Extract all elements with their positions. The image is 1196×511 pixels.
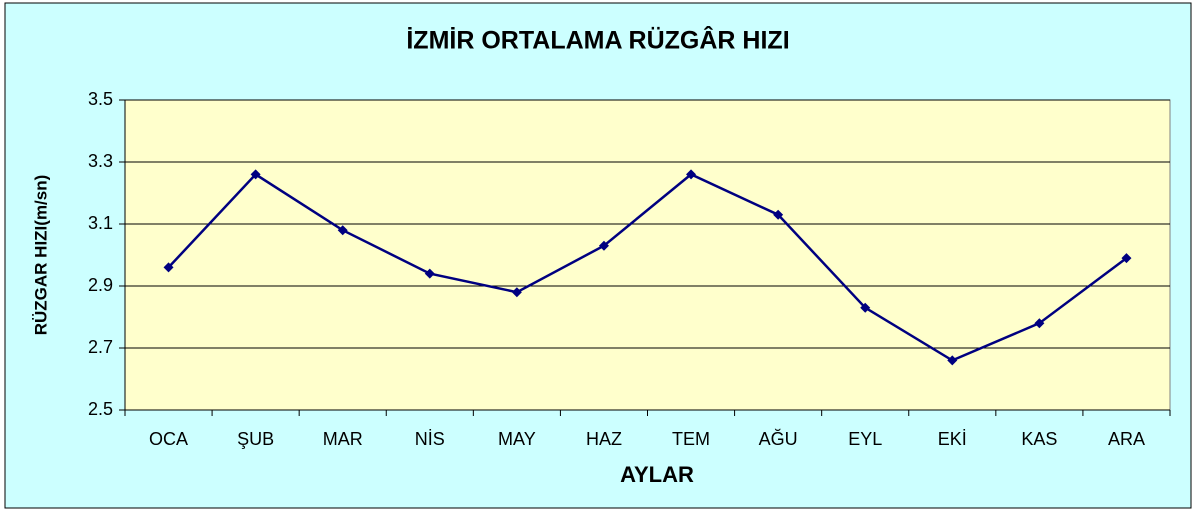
x-tick-label: MAY (498, 429, 536, 449)
data-point (773, 209, 784, 220)
x-tick-label: OCA (149, 429, 188, 449)
x-tick-label: EKİ (938, 429, 967, 449)
y-tick-label: 3.5 (88, 89, 113, 109)
y-tick-label: 2.5 (88, 399, 113, 419)
y-tick-label: 2.9 (88, 275, 113, 295)
data-point (511, 287, 522, 298)
plot-area (124, 99, 1171, 411)
x-tick-label: NİS (415, 429, 445, 449)
data-point (947, 355, 958, 366)
data-point (598, 240, 609, 251)
y-tick-label: 2.7 (88, 337, 113, 357)
data-point (250, 169, 261, 180)
x-tick-label: MAR (323, 429, 363, 449)
y-tick-label: 3.3 (88, 151, 113, 171)
x-tick-label: TEM (672, 429, 710, 449)
data-point (860, 302, 871, 313)
data-point (1034, 318, 1045, 329)
x-tick-label: EYL (848, 429, 882, 449)
data-point (686, 169, 697, 180)
data-point (1121, 253, 1132, 264)
y-tick-label: 3.1 (88, 213, 113, 233)
data-point (163, 262, 174, 273)
data-point (424, 268, 435, 279)
x-tick-label: ARA (1108, 429, 1145, 449)
data-point (337, 225, 348, 236)
x-axis-label: AYLAR (620, 462, 694, 487)
x-tick-label: KAS (1021, 429, 1057, 449)
chart-title: İZMİR ORTALAMA RÜZGÂR HIZI (406, 25, 789, 55)
x-tick-label: HAZ (586, 429, 622, 449)
series-line (167, 172, 1128, 362)
x-tick-label: ŞUB (237, 429, 274, 449)
y-axis-label: RÜZGAR HIZI(m/sn) (31, 175, 50, 336)
x-tick-label: AĞU (759, 428, 798, 449)
